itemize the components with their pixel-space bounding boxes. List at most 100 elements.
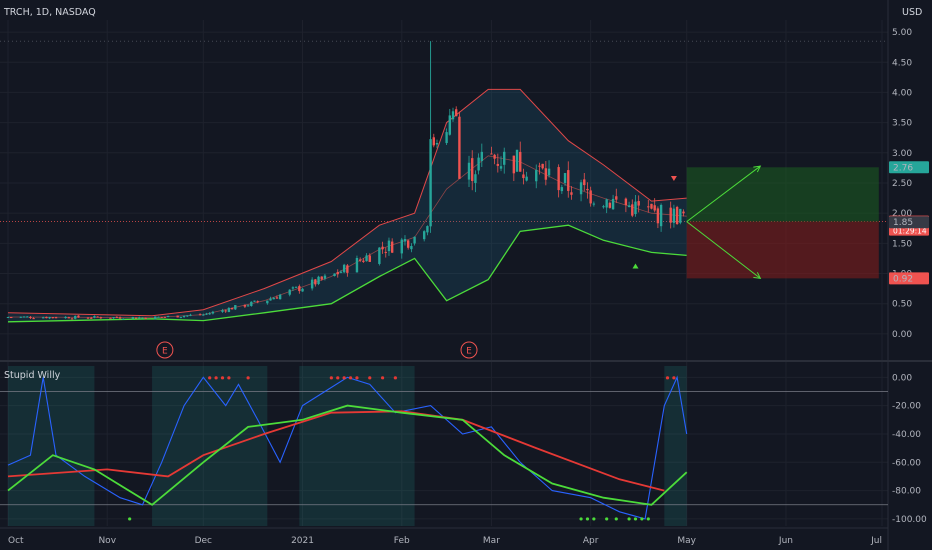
candle-body (272, 297, 275, 300)
candle-body (234, 305, 237, 310)
candle-body (637, 201, 640, 206)
candle-body (653, 205, 656, 211)
price-tick-label: 4.00 (892, 88, 912, 98)
candle-body (253, 300, 256, 302)
candle-body (525, 176, 528, 181)
candle-body (538, 165, 541, 167)
stoch-oversold-dot (627, 517, 631, 521)
candle-body (269, 298, 272, 301)
candle-body (624, 198, 628, 206)
candle-body (378, 247, 381, 264)
candle-body (499, 166, 503, 169)
stoch-tick-label: -80.00 (892, 487, 921, 497)
candle-body (134, 317, 138, 319)
candle-body (496, 163, 500, 166)
candle-body (198, 314, 202, 316)
candle-body (67, 317, 71, 319)
stoch-oversold-dot (592, 517, 596, 521)
stoch-indicator-title: Stupid Willy (4, 370, 61, 381)
candle-body (422, 231, 426, 240)
candle-body (186, 315, 189, 317)
candle-body (323, 275, 327, 279)
candle-body (10, 317, 13, 319)
price-tick-label: 0.00 (892, 330, 912, 340)
candle-body (54, 317, 58, 319)
candle-body (413, 236, 416, 244)
candle-body (589, 190, 592, 204)
candle-body (336, 272, 339, 275)
candle-body (403, 238, 407, 242)
candle-body (631, 204, 634, 216)
earnings-marker-circle (156, 341, 174, 359)
candle-body (675, 206, 679, 224)
candle-body (246, 305, 250, 307)
candle-body (451, 111, 455, 120)
symbol-title: TRCH, 1D, NASDAQ (3, 7, 96, 18)
price-tick-label: 5.00 (892, 28, 912, 38)
candle-body (70, 318, 74, 320)
stoch-oversold-dot (585, 517, 590, 521)
candle-body (256, 301, 259, 303)
candle-body (400, 239, 403, 254)
candle-body (221, 310, 224, 312)
price-tick-label: 2.50 (892, 179, 912, 189)
price-tick-label: 2.00 (892, 209, 912, 219)
candle-body (288, 289, 291, 295)
earnings-marker-label: E (466, 347, 472, 357)
candle-body (560, 187, 564, 192)
stoch-overbought-dot (220, 376, 225, 380)
candle-body (115, 316, 119, 318)
price-badge (889, 161, 929, 174)
candle-body (205, 313, 208, 315)
stoch-overbought-dot (329, 376, 333, 380)
trade-target-zone (686, 167, 879, 222)
time-tick-label: Apr (583, 536, 599, 546)
time-tick-label: Jul (870, 536, 882, 546)
candle-body (406, 240, 410, 248)
candle-body (608, 202, 612, 208)
candle-body (445, 132, 448, 144)
candle-body (515, 149, 519, 172)
stoch-oversold-dot (579, 517, 583, 521)
price-badge (889, 216, 929, 229)
candle-body (266, 300, 269, 304)
candle-body (535, 170, 538, 182)
candle-body (93, 316, 96, 318)
candle-body (490, 153, 493, 155)
trade-down-arrow (686, 221, 761, 279)
time-tick-label: Nov (98, 536, 116, 546)
candle-body (557, 167, 560, 191)
candle-body (410, 246, 413, 250)
stoch-fast-line (7, 375, 688, 520)
candle-body (458, 116, 461, 179)
candle-body (541, 163, 544, 169)
candle-body (294, 286, 298, 288)
candle-body (74, 315, 77, 319)
candle-body (291, 287, 295, 289)
candle-body (298, 286, 301, 292)
candle-body (669, 207, 672, 223)
price-badge (889, 272, 929, 285)
stoch-red-line (7, 410, 665, 492)
stoch-overbought-dot (368, 376, 372, 380)
stoch-shaded-ranges (0, 366, 888, 526)
candle-body (339, 271, 343, 273)
stoch-oversold-dot (605, 517, 609, 521)
candle-body (250, 301, 253, 306)
stoch-tick-label: -100.00 (892, 515, 927, 525)
candle-body (602, 206, 605, 208)
candle-body (275, 297, 279, 299)
trade-box[interactable] (686, 165, 879, 279)
candle-body (314, 279, 317, 285)
candle-body (586, 188, 589, 191)
candle-body (22, 316, 26, 318)
price-tick-label: 3.50 (892, 119, 912, 129)
candle-body (48, 317, 51, 319)
candle-body (381, 246, 384, 250)
candle-body (144, 317, 147, 319)
candle-body (627, 205, 631, 208)
stoch-overbought-dot (355, 376, 359, 380)
stoch-overbought-dot (342, 376, 346, 380)
stoch-oversold-dot (646, 517, 650, 521)
